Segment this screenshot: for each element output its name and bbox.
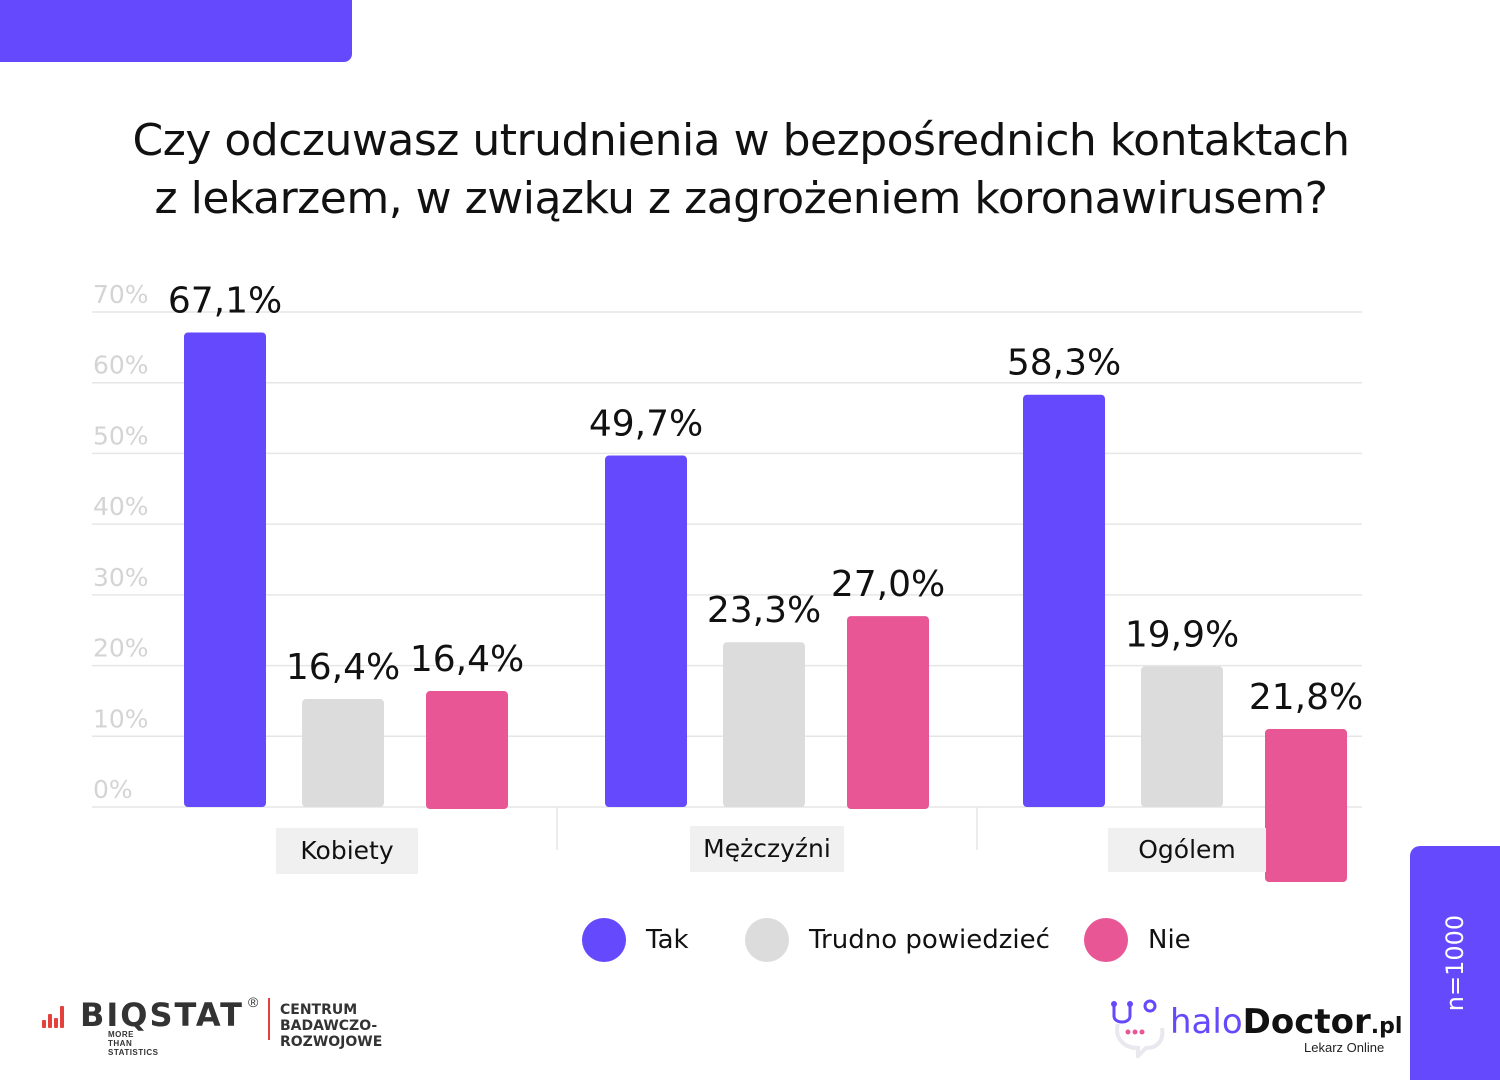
biostat-registered-mark: ®: [248, 994, 259, 1010]
legend-dot-nie-icon: [1084, 918, 1128, 962]
halodoctor-logo: haloDoctor.pl Lekarz Online: [1108, 998, 1402, 1058]
legend-dot-trudno-icon: [745, 918, 789, 962]
data-label: 16,4%: [410, 639, 524, 680]
biostat-center-text: CENTRUM BADAWCZO-ROZWOJOWE: [280, 1002, 382, 1050]
legend-item-trudno: Trudno powiedzieć: [745, 918, 1050, 962]
domain-part: .pl: [1370, 1014, 1403, 1039]
bar-tak: [605, 455, 687, 807]
bar-tak: [184, 332, 266, 807]
biostat-name: BIQSTAT: [80, 996, 244, 1034]
data-label: 19,9%: [1125, 614, 1239, 655]
halodoctor-subtitle: Lekarz Online: [1304, 1040, 1385, 1055]
y-tick-label: 0%: [93, 775, 133, 804]
halodoctor-wordmark: haloDoctor.pl: [1170, 1002, 1402, 1042]
bar-trudno-powiedzieć: [723, 642, 805, 807]
legend-item-nie: Nie: [1084, 918, 1191, 962]
biostat-center-line-1: CENTRUM: [280, 1002, 358, 1018]
title-line-1: Czy odczuwasz utrudnienia w bezpośrednic…: [132, 115, 1350, 166]
bar-tak: [1023, 394, 1105, 807]
data-label: 67,1%: [168, 281, 282, 322]
legend-label-tak: Tak: [646, 925, 689, 955]
legend-label-nie: Nie: [1148, 925, 1191, 955]
bar-trudno-powiedzieć: [302, 699, 384, 807]
y-tick-label: 60%: [93, 351, 149, 380]
bar-trudno-powiedzieć: [1141, 666, 1223, 807]
data-label: 23,3%: [707, 590, 821, 631]
category-label-3: Ogólem: [1108, 828, 1266, 872]
y-tick-label: 20%: [93, 634, 149, 663]
y-tick-label: 10%: [93, 704, 149, 733]
y-tick-label: 70%: [93, 280, 149, 309]
y-tick-label: 40%: [93, 492, 149, 521]
top-accent-tab: [0, 0, 352, 62]
data-label: 27,0%: [831, 564, 945, 605]
halo-part: halo: [1170, 1002, 1243, 1042]
category-label-2: Mężczyźni: [690, 826, 844, 872]
legend-label-trudno: Trudno powiedzieć: [809, 925, 1050, 955]
legend: Tak Trudno powiedzieć Nie: [0, 918, 1500, 968]
biostat-center-line-2: BADAWCZO-ROZWOJOWE: [280, 1018, 383, 1050]
data-label: 58,3%: [1007, 343, 1121, 384]
biostat-divider: [268, 998, 270, 1040]
stethoscope-chat-icon: [1111, 999, 1165, 1058]
data-label: 49,7%: [589, 404, 703, 445]
sample-size-badge: n=1000: [1410, 846, 1500, 1080]
bar-nie: [426, 691, 508, 809]
category-label-1: Kobiety: [276, 828, 418, 874]
doctor-part: Doctor: [1242, 1002, 1371, 1042]
data-label: 16,4%: [286, 647, 400, 688]
y-tick-label: 50%: [93, 421, 149, 450]
title-line-2: z lekarzem, w związku z zagrożeniem koro…: [154, 173, 1328, 224]
biostat-bars-icon: [42, 1002, 70, 1028]
legend-item-tak: Tak: [582, 918, 689, 962]
legend-dot-tak-icon: [582, 918, 626, 962]
chart-title: Czy odczuwasz utrudnienia w bezpośrednic…: [0, 112, 1482, 228]
y-tick-label: 30%: [93, 563, 149, 592]
bar-nie: [1265, 729, 1347, 882]
data-label: 21,8%: [1249, 677, 1363, 718]
sample-size-text: n=1000: [1441, 914, 1469, 1012]
bar-nie: [847, 616, 929, 809]
biostat-tagline: MORE THAN STATISTICS: [108, 1030, 159, 1057]
